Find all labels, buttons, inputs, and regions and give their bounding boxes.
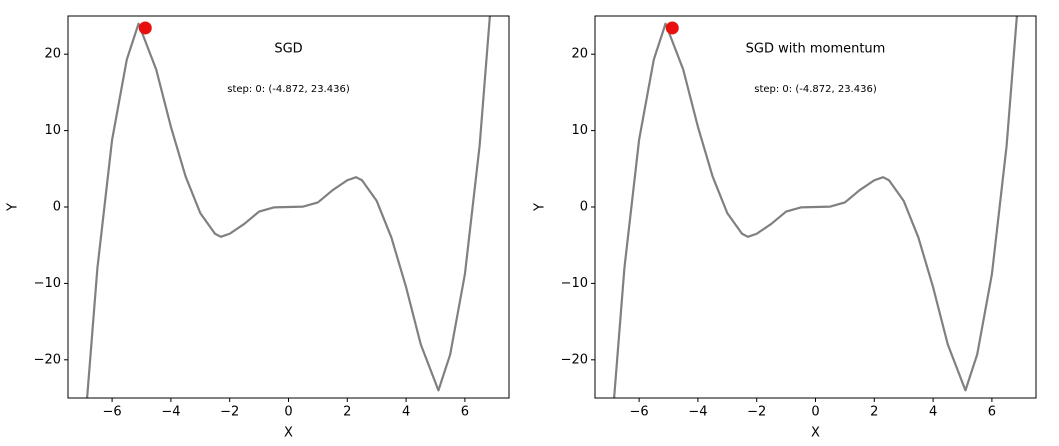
x-tick-label: −2 [220,405,239,420]
plot-content [613,16,1018,398]
x-axis-label: X [811,426,820,441]
plot-content [86,16,491,398]
y-tick-label: 0 [580,200,588,215]
step-annotation: step: 0: (-4.872, 23.436) [227,84,350,95]
x-tick-label: 6 [461,405,469,420]
x-tick-label: 2 [870,405,878,420]
y-axis-label: Y [6,203,21,212]
y-tick-label: 20 [44,47,61,62]
x-tick-label: −4 [161,405,180,420]
x-tick-label: 0 [811,405,819,420]
x-tick-label: 4 [929,405,937,420]
x-tick-label: −4 [688,405,707,420]
current-point [665,21,679,35]
curve [86,16,491,398]
current-point [138,21,152,35]
x-tick-label: 4 [402,405,410,420]
y-tick-label: −10 [561,276,588,291]
y-axis-label: Y [533,203,548,212]
curve [613,16,1018,398]
x-tick-label: −6 [103,405,122,420]
step-annotation: step: 0: (-4.872, 23.436) [754,84,877,95]
x-tick-label: 6 [988,405,996,420]
x-tick-label: −2 [747,405,766,420]
y-tick-label: −10 [34,276,61,291]
y-tick-label: −20 [561,352,588,367]
y-tick-label: 10 [44,123,61,138]
chart-title: SGD [274,42,302,57]
y-tick-label: 20 [571,47,588,62]
x-tick-label: 2 [343,405,351,420]
y-tick-label: −20 [34,352,61,367]
chart-title: SGD with momentum [746,42,886,57]
y-tick-label: 0 [53,200,61,215]
x-axis-label: X [284,426,293,441]
x-tick-label: −6 [630,405,649,420]
y-tick-label: 10 [571,123,588,138]
x-tick-label: 0 [284,405,292,420]
